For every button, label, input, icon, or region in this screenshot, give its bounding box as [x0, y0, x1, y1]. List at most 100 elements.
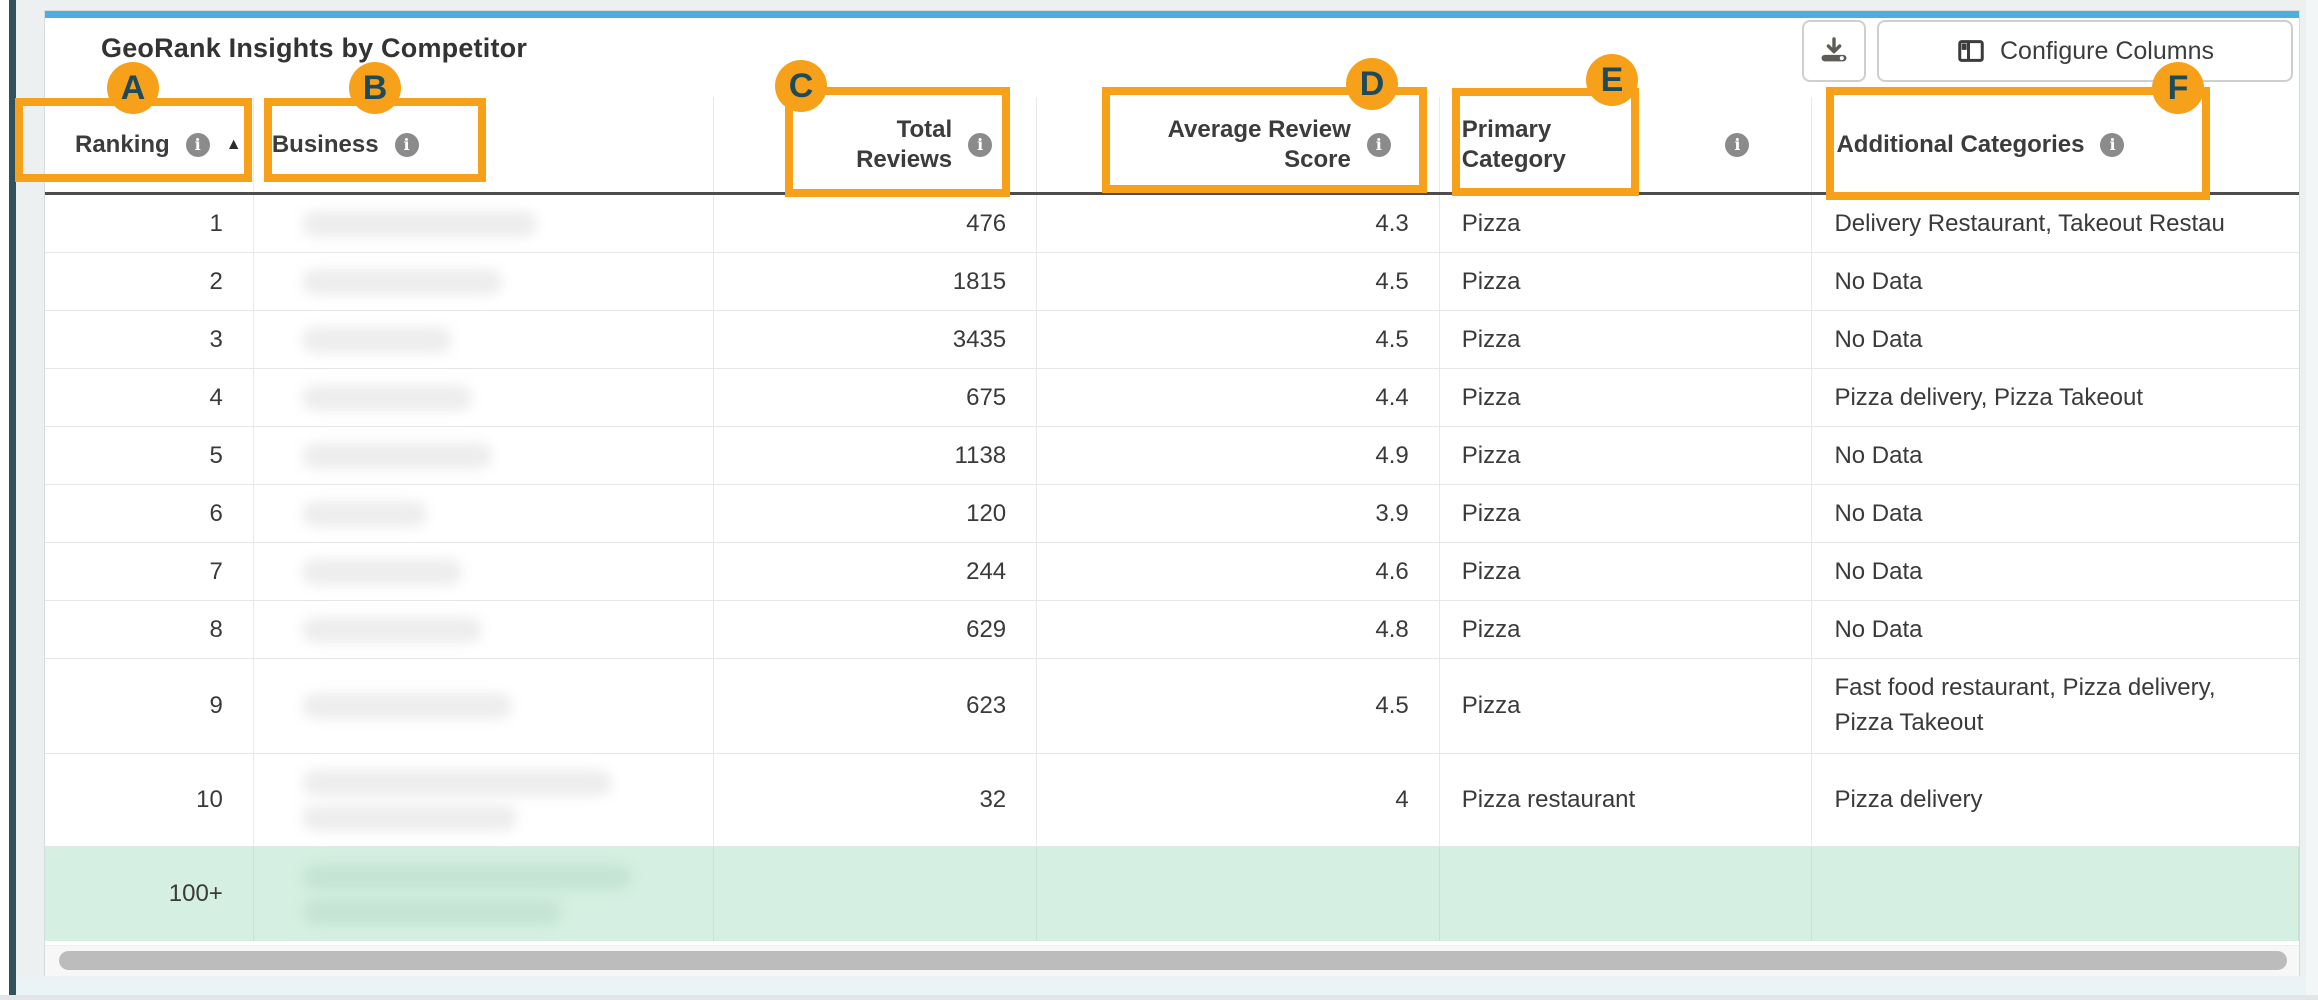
cell-total-reviews: 629 [714, 601, 1038, 659]
info-circle-icon[interactable]: i [1725, 133, 1750, 157]
georank-insights-card: GeoRank Insights by Competitor Configure… [44, 10, 2300, 976]
cell-ranking: 6 [45, 485, 254, 543]
cell-primary-category: Pizza [1439, 543, 1813, 601]
redacted-business-name [301, 863, 632, 925]
page-background-bottom [16, 977, 2306, 995]
cell-additional-categories: No Data [1812, 427, 2300, 485]
table-row-1: 1 476 4.3 Pizza Delivery Restaurant, Tak… [45, 195, 2300, 253]
cell-additional-categories: Delivery Restaurant, Takeout Restau [1812, 195, 2300, 253]
cell-additional-categories: Fast food restaurant, Pizza delivery, Pi… [1812, 659, 2300, 754]
info-circle-icon[interactable]: i [185, 132, 210, 157]
info-glyph: i [2109, 134, 2116, 154]
cell-total-reviews: 1138 [714, 427, 1038, 485]
table-row-4: 4 675 4.4 Pizza Pizza delivery, Pizza Ta… [45, 369, 2300, 427]
cell-total-reviews: 476 [714, 195, 1038, 253]
cell-ranking: 10 [45, 754, 254, 847]
cell-ranking: 100+ [45, 847, 254, 941]
redacted-business-name [301, 268, 502, 295]
cell-business [253, 427, 715, 485]
cell-total-reviews: 244 [714, 543, 1038, 601]
column-label-total-reviews: Total Reviews [856, 115, 953, 173]
cell-average-review-score: 4 [1037, 754, 1440, 847]
table-header-row: Ranking i ▲ Business i Total Reviews i A… [45, 97, 2299, 195]
redacted-business-name [301, 558, 462, 585]
horizontal-scrollbar-track[interactable] [45, 945, 2299, 976]
column-header-primary-category[interactable]: Primary Category i [1440, 97, 1813, 192]
cell-business [253, 543, 715, 601]
cell-additional-categories: No Data [1812, 311, 2300, 369]
cell-ranking: 2 [45, 253, 254, 311]
redacted-business-name [301, 769, 612, 831]
cell-primary-category: Pizza [1439, 369, 1813, 427]
column-header-business[interactable]: Business i [254, 97, 715, 192]
cell-additional-categories [1812, 847, 2300, 941]
info-glyph: i [403, 134, 410, 154]
sort-up-icon[interactable]: ▲ [225, 135, 242, 153]
column-label-average-review-score: Average Review Score [1167, 115, 1351, 173]
redacted-line [301, 804, 517, 831]
cell-average-review-score: 3.9 [1037, 485, 1440, 543]
cell-primary-category [1439, 847, 1813, 941]
info-glyph: i [1734, 135, 1741, 154]
redacted-business-name [301, 384, 472, 411]
cell-primary-category: Pizza [1439, 253, 1813, 311]
cell-ranking: 1 [45, 195, 254, 253]
window-bottom-edge [0, 995, 2318, 1000]
configure-columns-label: Configure Columns [2000, 36, 2214, 65]
info-circle-icon[interactable]: i [968, 132, 993, 157]
cell-primary-category: Pizza [1439, 311, 1813, 369]
column-header-total-reviews[interactable]: Total Reviews i [714, 97, 1038, 192]
cell-business [253, 601, 715, 659]
column-label-primary-category: Primary Category [1461, 115, 1566, 173]
cell-average-review-score: 4.5 [1037, 311, 1440, 369]
info-circle-icon[interactable]: i [1366, 132, 1391, 157]
column-header-average-review-score[interactable]: Average Review Score i [1037, 97, 1440, 192]
cell-additional-categories: Pizza delivery [1812, 754, 2300, 847]
cell-primary-category: Pizza restaurant [1439, 754, 1813, 847]
cell-ranking: 4 [45, 369, 254, 427]
configure-columns-button[interactable]: Configure Columns [1877, 20, 2293, 82]
cell-primary-category: Pizza [1439, 485, 1813, 543]
cell-business [253, 195, 715, 253]
redacted-business-name [301, 500, 427, 527]
redacted-business-name [301, 442, 492, 469]
cell-average-review-score: 4.3 [1037, 195, 1440, 253]
cell-primary-category: Pizza [1439, 659, 1813, 754]
table-row-5: 5 1138 4.9 Pizza No Data [45, 427, 2300, 485]
cell-additional-categories: No Data [1812, 485, 2300, 543]
cell-total-reviews: 623 [714, 659, 1038, 754]
cell-additional-categories: No Data [1812, 543, 2300, 601]
table-columns-icon [1956, 36, 1986, 66]
column-header-additional-categories[interactable]: Additional Categories i [1812, 97, 2299, 192]
redacted-line [301, 898, 562, 925]
cell-total-reviews [714, 847, 1038, 941]
column-label-ranking: Ranking [75, 130, 170, 158]
column-label-additional-categories: Additional Categories [1836, 130, 2085, 158]
table-row-6: 6 120 3.9 Pizza No Data [45, 485, 2300, 543]
cell-primary-category: Pizza [1439, 601, 1813, 659]
cell-additional-categories: Pizza delivery, Pizza Takeout [1812, 369, 2300, 427]
download-button[interactable] [1802, 20, 1866, 82]
cell-total-reviews: 1815 [714, 253, 1038, 311]
cell-total-reviews: 120 [714, 485, 1038, 543]
table-row-overflow-100plus: 100+ [45, 847, 2300, 941]
cell-ranking: 8 [45, 601, 254, 659]
column-header-ranking[interactable]: Ranking i ▲ [45, 97, 254, 192]
cell-average-review-score: 4.5 [1037, 253, 1440, 311]
info-circle-icon[interactable]: i [2100, 132, 2125, 157]
table-row-3: 3 3435 4.5 Pizza No Data [45, 311, 2300, 369]
info-glyph: i [977, 134, 984, 154]
cell-business [253, 311, 715, 369]
horizontal-scrollbar-thumb[interactable] [59, 951, 2287, 970]
info-circle-icon[interactable]: i [394, 132, 419, 157]
redacted-line [301, 863, 632, 890]
cell-average-review-score: 4.5 [1037, 659, 1440, 754]
download-icon [1817, 34, 1851, 68]
window-right-margin [2306, 0, 2318, 1000]
cell-business [253, 369, 715, 427]
info-glyph: i [1375, 134, 1382, 154]
cell-primary-category: Pizza [1439, 427, 1813, 485]
cell-business [253, 659, 715, 754]
cell-ranking: 5 [45, 427, 254, 485]
cell-business [253, 847, 715, 941]
